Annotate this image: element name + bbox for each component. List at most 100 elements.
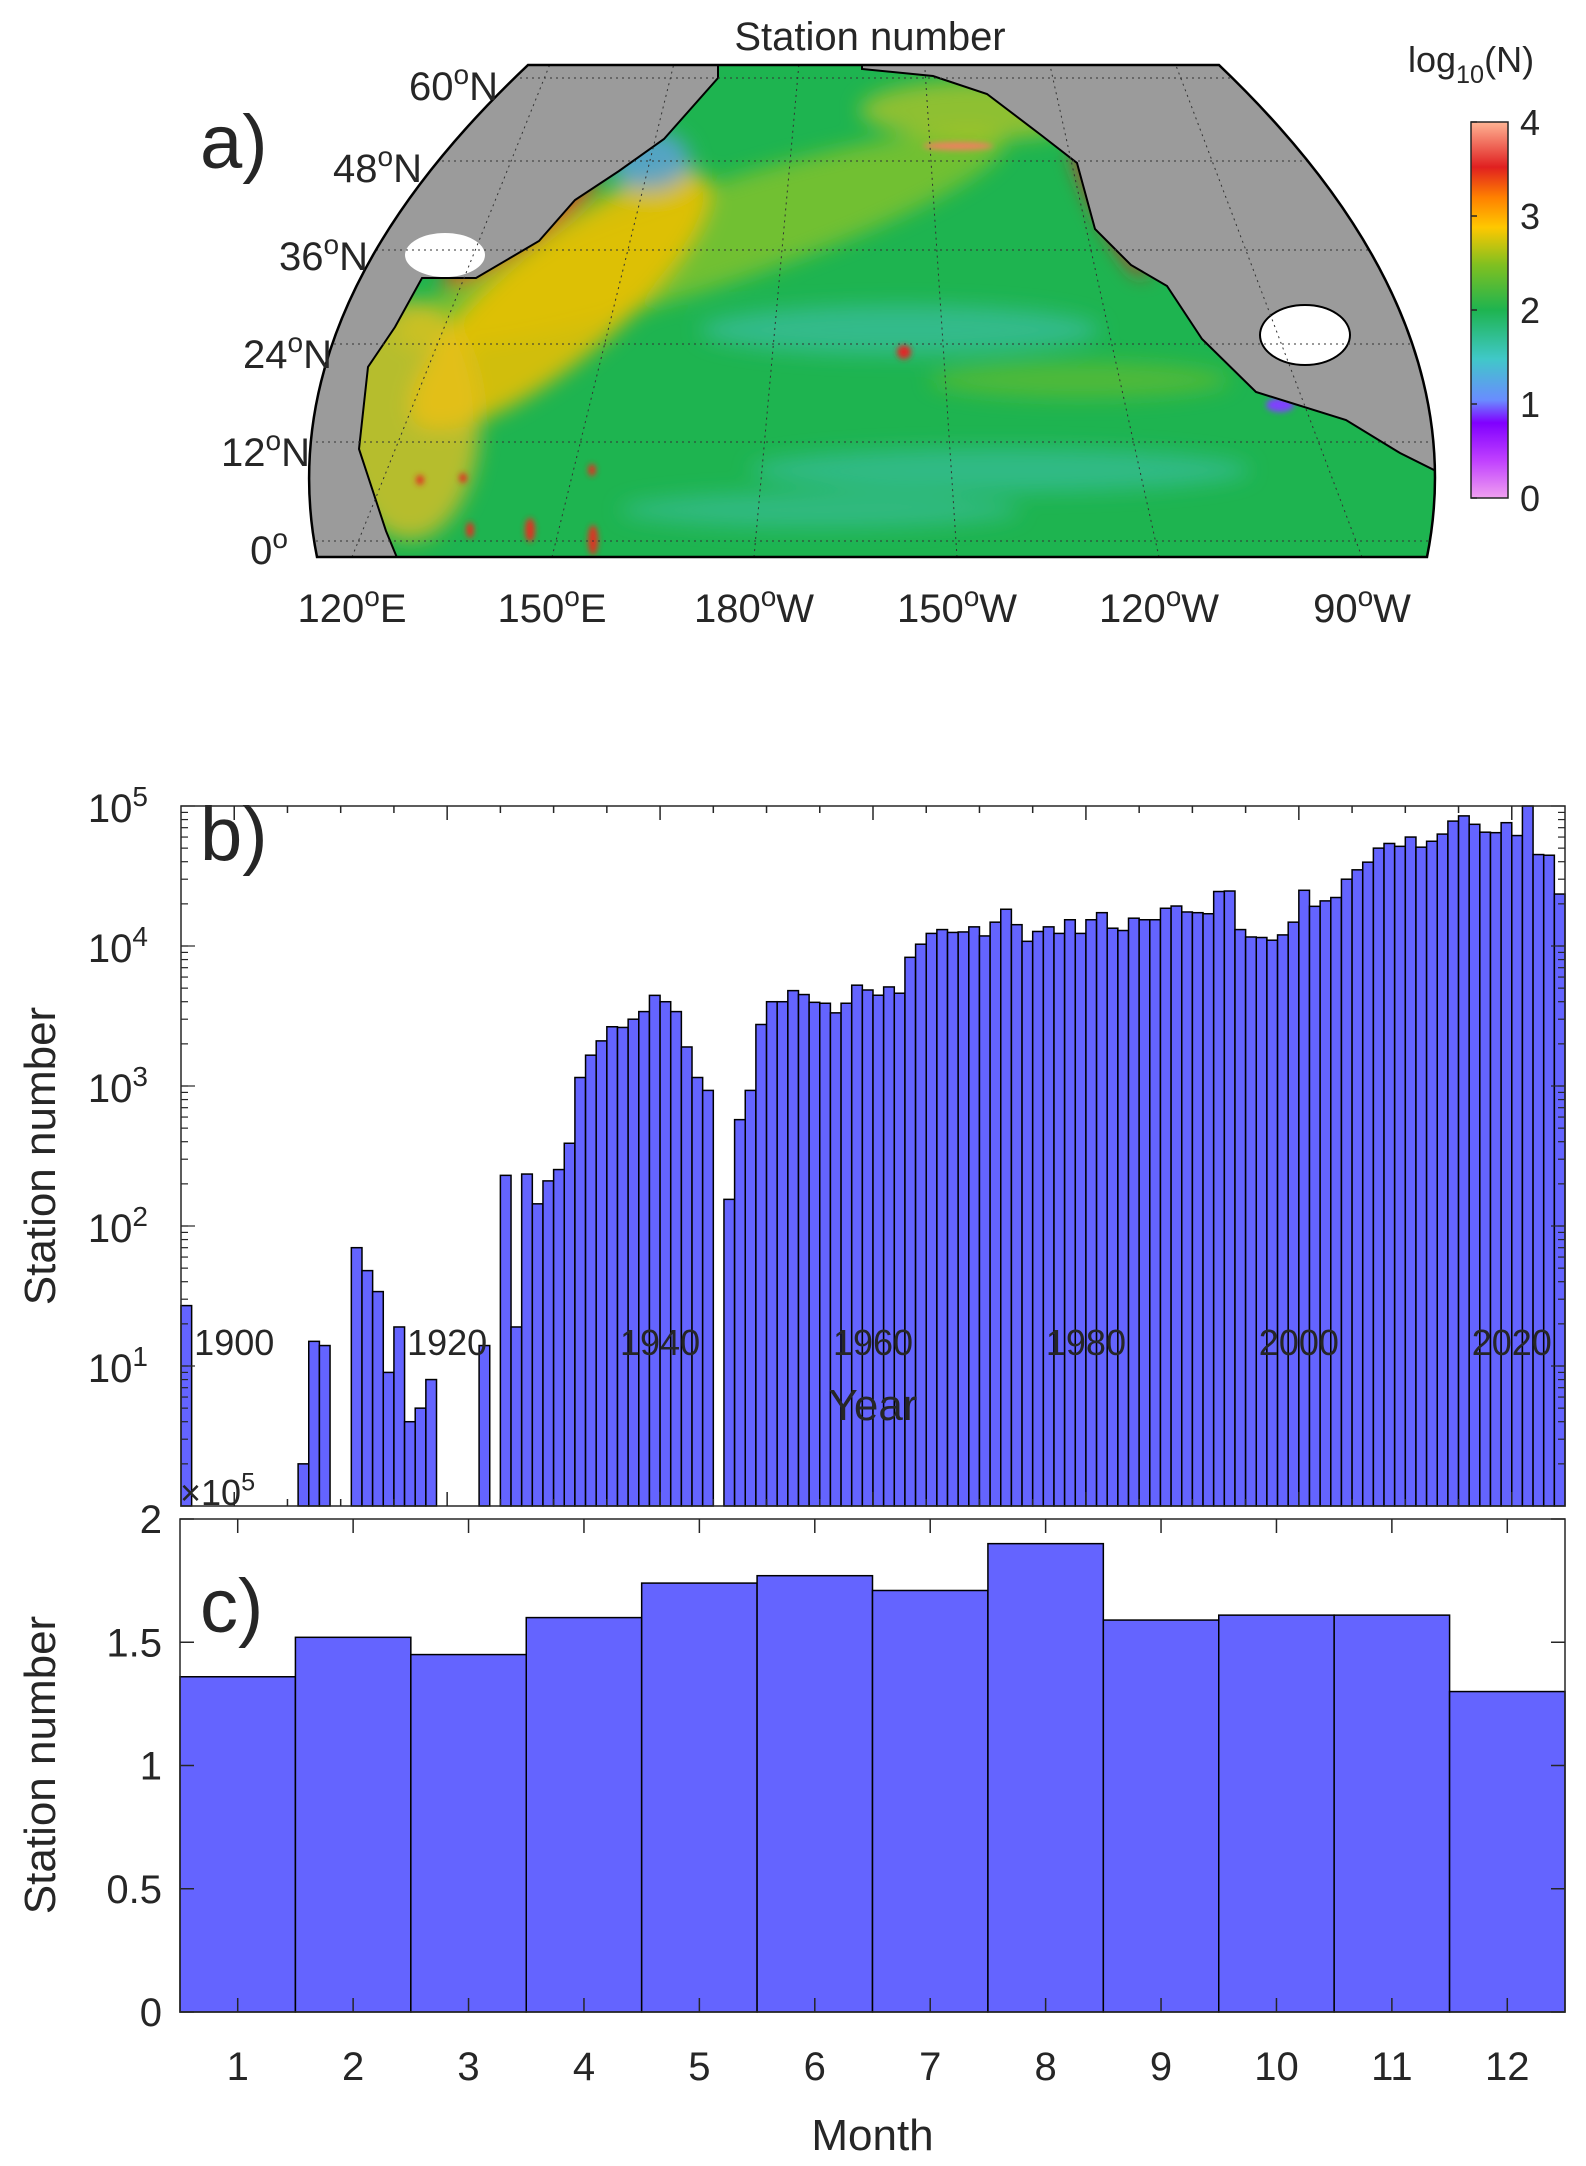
year-bar bbox=[765, 1000, 778, 1507]
year-bar bbox=[1223, 890, 1236, 1507]
latitude-label-part: 24 bbox=[243, 333, 288, 377]
x-tick-label: 12 bbox=[1485, 2045, 1530, 2089]
longitude-label: 120oW bbox=[1099, 581, 1219, 631]
year-bar bbox=[723, 1198, 736, 1507]
year-bar bbox=[1276, 934, 1289, 1507]
y-tick-label-part: 2 bbox=[132, 1201, 148, 1232]
month-bar bbox=[987, 1542, 1105, 2013]
x-tick-label: 6 bbox=[804, 2045, 826, 2089]
y-axis-multiplier: ×105 bbox=[180, 1469, 255, 1513]
panel-label-a: a) bbox=[200, 100, 268, 185]
latitude-label: 12oN bbox=[221, 425, 310, 475]
longitude-label: 150oE bbox=[497, 581, 606, 631]
yearly-bar-chart: 1900 1920 1940 1960 1980 2000 2020101102103104… bbox=[16, 781, 1566, 1507]
y-axis-label-part: Station number bbox=[16, 1007, 65, 1305]
longitude-label-part: 150 bbox=[497, 587, 564, 631]
panel-label-c-part: c) bbox=[200, 1564, 263, 1649]
longitude-line bbox=[924, 65, 958, 557]
map-panel: Station number a) bbox=[200, 15, 1540, 631]
year-bar bbox=[510, 1326, 523, 1507]
x-tick-label: 2000 bbox=[1259, 1322, 1339, 1363]
year-bar bbox=[1511, 834, 1524, 1507]
colorbar-tick-label: 0 bbox=[1520, 478, 1540, 519]
month-bar bbox=[1448, 1690, 1566, 2013]
year-bar bbox=[1095, 911, 1108, 1507]
year-bar bbox=[1202, 912, 1215, 1507]
x-tick-label: 10 bbox=[1254, 2045, 1299, 2089]
year-bar bbox=[1479, 831, 1492, 1507]
year-bar bbox=[1361, 861, 1375, 1507]
colorbar-title-part: log bbox=[1408, 39, 1456, 80]
latitude-label-part: N bbox=[469, 65, 498, 109]
panel-label-c: c) bbox=[200, 1564, 263, 1649]
latitude-label-part: 0 bbox=[250, 529, 272, 573]
year-bar bbox=[1319, 900, 1332, 1507]
y-tick-label: 101 bbox=[88, 1341, 148, 1391]
colorbar-tick-label: 2 bbox=[1520, 290, 1540, 331]
year-bar bbox=[361, 1269, 374, 1507]
y-tick-label-part: 5 bbox=[132, 781, 148, 812]
year-bar bbox=[1000, 908, 1013, 1507]
panel-label-b: b) bbox=[200, 792, 268, 877]
colorbar-tick-label: 3 bbox=[1520, 196, 1540, 237]
colorbar-tick-label: 4 bbox=[1520, 102, 1540, 143]
longitude-label: 180oW bbox=[694, 581, 814, 631]
sea-of-japan bbox=[405, 233, 485, 277]
longitude-line bbox=[1175, 65, 1363, 557]
year-bar bbox=[1436, 833, 1449, 1507]
year-bar bbox=[797, 993, 810, 1507]
longitude-label-part: o bbox=[364, 581, 380, 612]
year-bar bbox=[1191, 911, 1204, 1507]
y-tick-label: 104 bbox=[88, 921, 148, 971]
year-bar bbox=[957, 931, 970, 1507]
year-bar bbox=[680, 1046, 693, 1507]
x-tick-label: 1900 bbox=[194, 1322, 274, 1363]
y-tick-label: 0.5 bbox=[106, 1868, 162, 1912]
latitude-label-part: 48 bbox=[333, 147, 378, 191]
latitude-label-part: o bbox=[454, 59, 470, 90]
longitude-line bbox=[753, 65, 800, 557]
year-bar bbox=[1489, 831, 1502, 1507]
latitude-label: 36oN bbox=[279, 229, 368, 279]
y-tick-label-part: 10 bbox=[88, 787, 133, 831]
year-bar bbox=[925, 932, 938, 1507]
year-bar bbox=[1010, 923, 1023, 1507]
longitude-label-part: 150 bbox=[897, 587, 964, 631]
gulf-of-mexico bbox=[1259, 304, 1351, 366]
year-bar bbox=[584, 1054, 597, 1507]
year-bar bbox=[978, 935, 991, 1507]
year-bar bbox=[1159, 907, 1172, 1507]
year-bar bbox=[1447, 820, 1460, 1507]
y-tick-label: 0 bbox=[140, 1991, 162, 2035]
year-bar bbox=[638, 1010, 651, 1507]
year-bar bbox=[1521, 805, 1534, 1507]
panel-label-b-part: b) bbox=[200, 792, 268, 877]
x-tick-label: 7 bbox=[919, 2045, 941, 2089]
year-bar bbox=[1127, 917, 1140, 1507]
x-tick-label: 11 bbox=[1371, 2045, 1413, 2089]
year-bar bbox=[1074, 932, 1087, 1507]
longitude-label-part: 120 bbox=[1099, 587, 1166, 631]
x-tick-label: 3 bbox=[457, 2045, 479, 2089]
longitude-label: 90oW bbox=[1313, 581, 1411, 631]
x-tick-label: 1 bbox=[227, 2045, 249, 2089]
longitude-label-part: 90 bbox=[1313, 587, 1358, 631]
year-bar bbox=[414, 1407, 427, 1507]
month-bar bbox=[871, 1589, 989, 2013]
latitude-label-part: 12 bbox=[221, 431, 266, 475]
month-bar bbox=[179, 1676, 297, 2013]
year-bar bbox=[808, 1001, 821, 1507]
longitude-label-part: W bbox=[1181, 587, 1219, 631]
longitude-label-part: W bbox=[776, 587, 814, 631]
latitude-label-part: 36 bbox=[279, 235, 324, 279]
latitude-label-part: o bbox=[266, 425, 282, 456]
longitude-line bbox=[351, 65, 551, 557]
longitude-label-part: E bbox=[380, 587, 407, 631]
month-bar bbox=[410, 1653, 528, 2013]
monthly-bar-chart: 1 2 3 4 5 6 7 8 9 10 11 1200.511.52×105MonthStation… bbox=[16, 1469, 1566, 2160]
year-bar bbox=[1063, 918, 1077, 1507]
longitude-label-part: W bbox=[1373, 587, 1411, 631]
year-bar bbox=[499, 1174, 512, 1507]
year-bar bbox=[1117, 929, 1130, 1507]
latitude-label: 60oN bbox=[409, 59, 498, 109]
